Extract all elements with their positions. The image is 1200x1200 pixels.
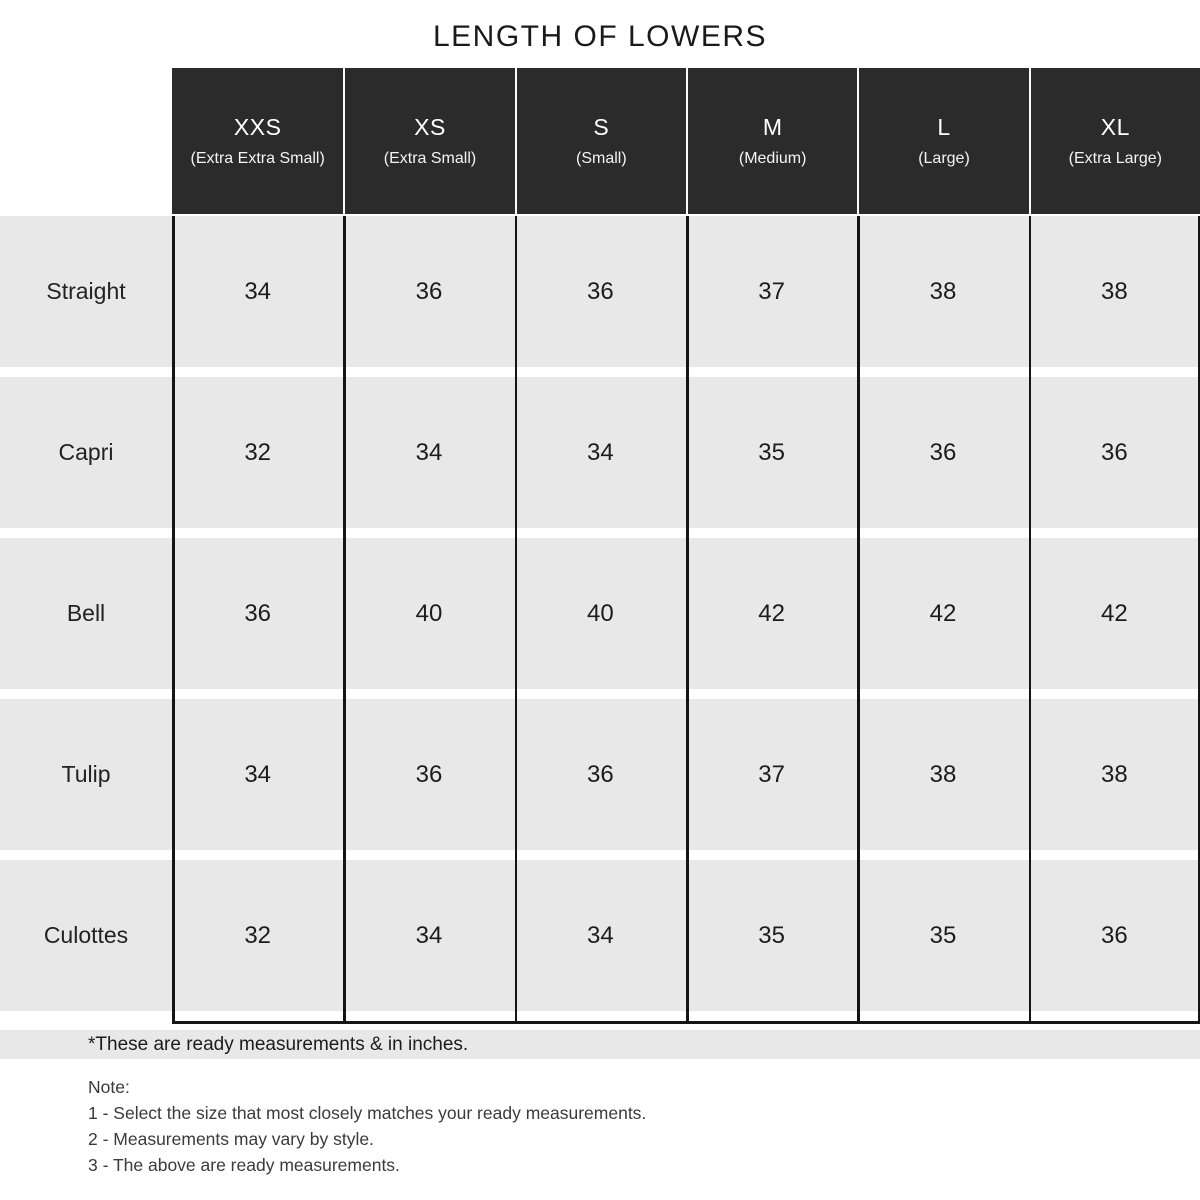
value-cell: 37: [685, 699, 858, 850]
value-cell: 36: [857, 377, 1029, 528]
table-row-culottes: Culottes 32 34 34 35 35 36: [0, 860, 1200, 1011]
value-cell: 36: [343, 216, 515, 367]
row-label: Culottes: [0, 860, 172, 1011]
header-cell-l: L (Large): [857, 68, 1029, 214]
header-cell-m: M (Medium): [685, 68, 858, 214]
table-row-straight: Straight 34 36 36 37 38 38: [0, 216, 1200, 367]
row-label: Tulip: [0, 699, 172, 850]
value-cell: 36: [1028, 860, 1200, 1011]
value-cell: 34: [172, 699, 344, 850]
table-body: Straight 34 36 36 37 38 38 Capri 32 34 34 35 36 36 Bel…: [0, 216, 1200, 1024]
value-cell: 32: [172, 860, 344, 1011]
value-cell: 34: [172, 216, 344, 367]
value-cell: 42: [685, 538, 858, 689]
value-cell: 36: [1028, 377, 1200, 528]
size-name: (Extra Large): [1068, 150, 1162, 167]
size-name: (Extra Extra Small): [190, 150, 325, 167]
table-header: XXS (Extra Extra Small) XS (Extra Small) S (S…: [0, 68, 1200, 214]
row-label: Straight: [0, 216, 172, 367]
size-code: M: [762, 114, 783, 140]
value-cell: 36: [514, 699, 686, 850]
value-cell: 38: [857, 216, 1029, 367]
size-name: (Medium): [738, 150, 807, 167]
bottom-rule: [172, 1021, 1200, 1024]
row-label: Capri: [0, 377, 172, 528]
footnote-text: *These are ready measurements & in inche…: [88, 1033, 469, 1055]
size-code: L: [937, 114, 951, 140]
header-cell-xl: XL (Extra Large): [1028, 68, 1200, 214]
header-cell-xs: XS (Extra Small): [343, 68, 515, 214]
value-cell: 35: [685, 860, 858, 1011]
value-cell: 36: [514, 216, 686, 367]
value-cell: 40: [343, 538, 515, 689]
note-item-3: 3 - The above are ready measurements.: [88, 1155, 400, 1175]
value-cell: 34: [343, 377, 515, 528]
table-row-tulip: Tulip 34 36 36 37 38 38: [0, 699, 1200, 850]
notes-heading: Note:: [88, 1077, 130, 1097]
value-cell: 38: [1028, 699, 1200, 850]
table-row-capri: Capri 32 34 34 35 36 36: [0, 377, 1200, 528]
size-code: XL: [1100, 114, 1130, 140]
value-cell: 34: [514, 860, 686, 1011]
note-item-1: 1 - Select the size that most closely ma…: [88, 1103, 647, 1123]
value-cell: 34: [514, 377, 686, 528]
value-cell: 38: [1028, 216, 1200, 367]
size-name: (Large): [918, 150, 970, 167]
table-row-bell: Bell 36 40 40 42 42 42: [0, 538, 1200, 689]
header-cell-xxs: XXS (Extra Extra Small): [172, 68, 344, 214]
value-cell: 36: [343, 699, 515, 850]
value-cell: 35: [857, 860, 1029, 1011]
header-cell-s: S (Small): [514, 68, 686, 214]
footnote-bar: *These are ready measurements & in inche…: [0, 1030, 1200, 1059]
value-cell: 32: [172, 377, 344, 528]
header-corner-cell: [0, 68, 172, 214]
row-label: Bell: [0, 538, 172, 689]
value-cell: 42: [857, 538, 1029, 689]
size-code: S: [593, 114, 610, 140]
value-cell: 42: [1028, 538, 1200, 689]
value-cell: 36: [172, 538, 344, 689]
value-cell: 40: [514, 538, 686, 689]
value-cell: 38: [857, 699, 1029, 850]
notes-section: Note: 1 - Select the size that most clos…: [88, 1074, 646, 1178]
size-name: (Extra Small): [383, 150, 477, 167]
size-code: XXS: [233, 114, 282, 140]
value-cell: 35: [685, 377, 858, 528]
note-item-2: 2 - Measurements may vary by style.: [88, 1129, 374, 1149]
value-cell: 37: [685, 216, 858, 367]
value-cell: 34: [343, 860, 515, 1011]
size-name: (Small): [575, 150, 627, 167]
page-title: LENGTH OF LOWERS: [432, 20, 768, 53]
size-code: XS: [414, 114, 446, 140]
